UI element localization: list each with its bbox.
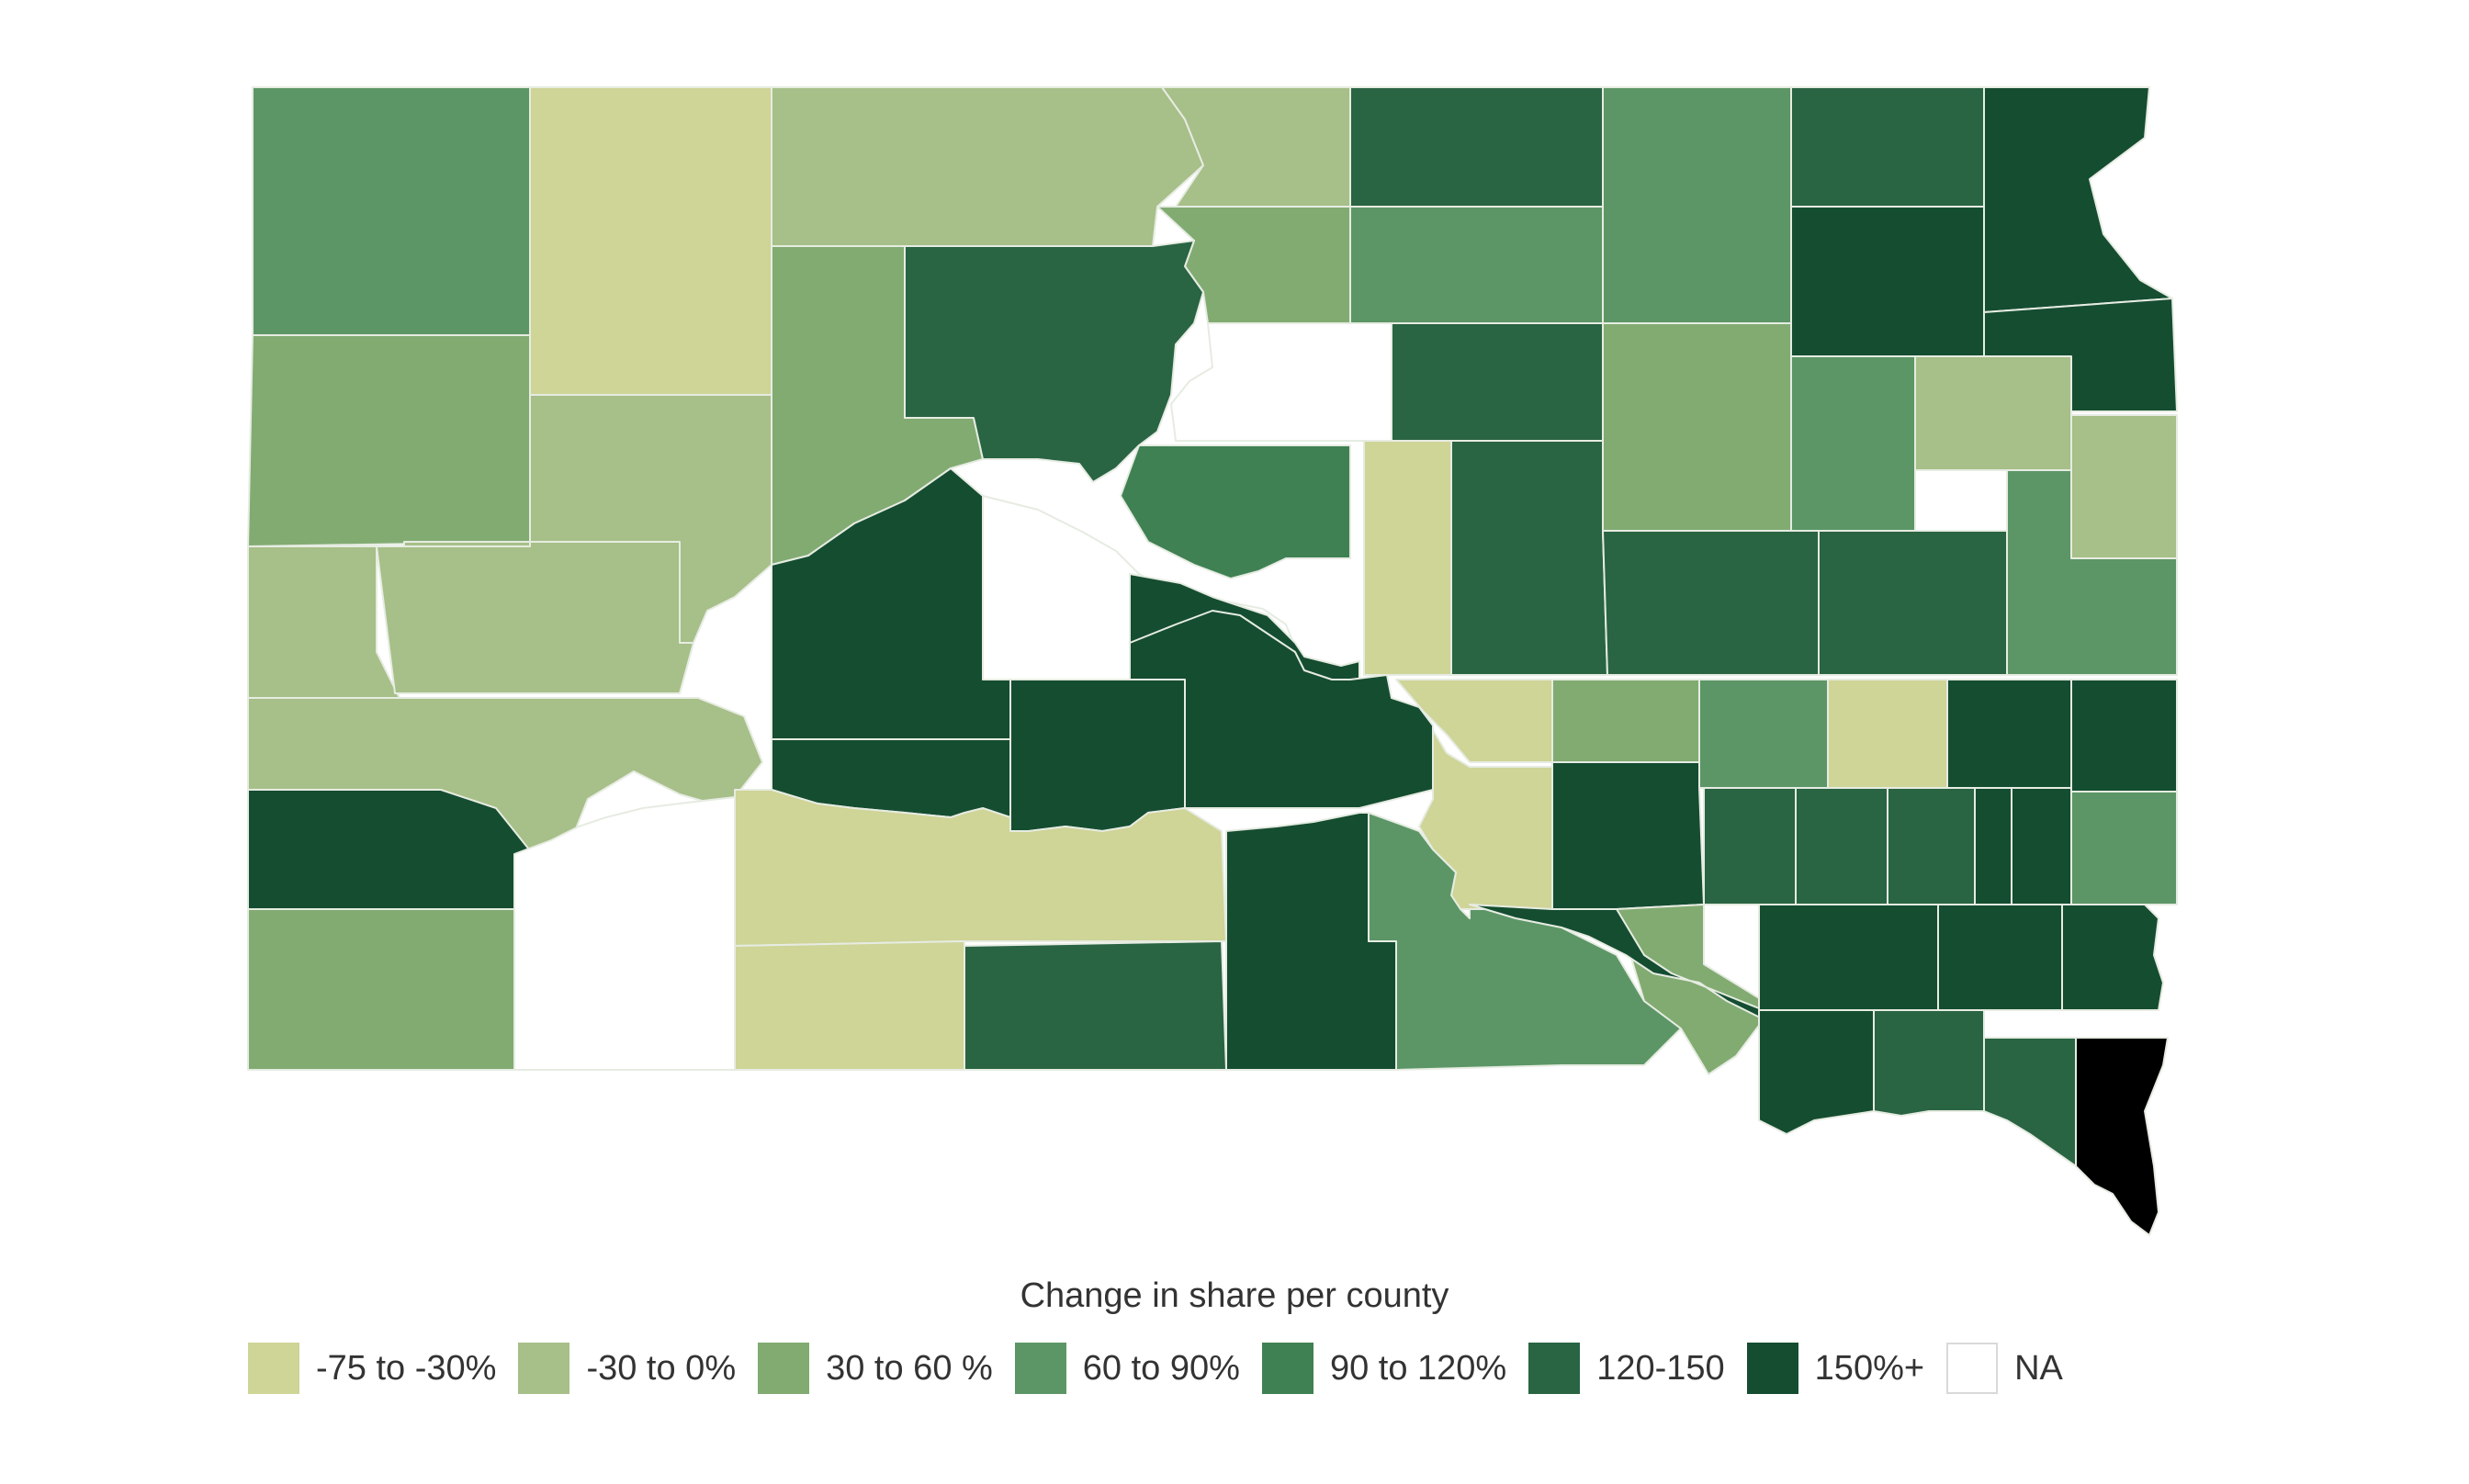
county-mccook (1887, 787, 1976, 905)
county-spink (1602, 530, 1820, 676)
county-fall-river (247, 908, 515, 1071)
county-beadle (1818, 530, 2008, 676)
legend-swatch (1261, 1343, 1313, 1394)
legend-item-60-90: 60 to 90% (1014, 1343, 1240, 1394)
legend-item-neg30-0: -30 to 0% (518, 1343, 736, 1394)
legend-title: Change in share per county (1020, 1276, 1449, 1315)
legend-item-30-60: 30 to 60 % (758, 1343, 993, 1394)
county-clark (1790, 355, 1916, 559)
county-clay (1873, 1009, 1985, 1117)
legend-item-neg75-neg30: -75 to -30% (248, 1343, 496, 1394)
legend-swatch (1014, 1343, 1066, 1394)
county-roberts (1983, 86, 2173, 313)
legend-swatch (518, 1343, 570, 1394)
county-butte (247, 334, 531, 547)
county-corson (771, 86, 1204, 247)
counties (247, 86, 2178, 1236)
county-harding (252, 86, 531, 336)
county-faulk (1602, 322, 1792, 532)
county-mellette (734, 789, 1227, 947)
county-todd (734, 940, 965, 1071)
legend-label: 90 to 120% (1329, 1348, 1507, 1388)
county-lake (1946, 679, 2072, 789)
county-potter (1391, 322, 1604, 442)
legend-label: 60 to 90% (1082, 1348, 1240, 1388)
county-hanson (1795, 787, 1888, 905)
county-aurora (1551, 761, 1705, 910)
county-jones (1009, 679, 1186, 832)
county-brown (1602, 86, 1792, 327)
county-sanborn (1698, 679, 1829, 789)
county-tripp (964, 940, 1227, 1071)
county-lincoln (1937, 904, 2063, 1011)
legend-item-90-120: 90 to 120% (1261, 1343, 1507, 1394)
legend-swatch (248, 1343, 299, 1394)
county-day (1790, 206, 1985, 357)
county-deuel (2070, 414, 2178, 559)
legend-label: 120-150 (1596, 1348, 1725, 1388)
county-codington (1914, 355, 2072, 471)
county-hamlin (2006, 469, 2178, 676)
county-perkins (529, 86, 772, 396)
legend-swatch (1946, 1343, 1999, 1394)
county-miner (1827, 679, 1948, 789)
county-hyde (1363, 440, 1452, 676)
legend-label: 150%+ (1814, 1348, 1925, 1388)
county-davison (1703, 787, 1797, 905)
legend-item-na: NA (1946, 1343, 2063, 1394)
county-union (2075, 1037, 2169, 1236)
county-minnehaha-east (2011, 787, 2072, 905)
legend-item-120-150: 120-150 (1528, 1343, 1725, 1394)
county-hand (1450, 440, 1608, 676)
county-moody (2070, 679, 2178, 793)
county-union-west (1983, 1037, 2077, 1167)
legend-item-150-plus: 150%+ (1746, 1343, 1925, 1394)
legend-swatch (1746, 1343, 1798, 1394)
county-hughes (1120, 444, 1351, 579)
county-jerauld (1551, 679, 1700, 763)
county-lincoln-east (2061, 904, 2164, 1011)
county-shannon (513, 796, 736, 1071)
legend-label: -30 to 0% (586, 1348, 737, 1388)
legend-items: -75 to -30% -30 to 0% 30 to 60 % 60 to 9… (248, 1343, 2085, 1394)
legend-label: -75 to -30% (316, 1348, 497, 1388)
county-turner-east (2070, 791, 2178, 905)
county-edmunds (1349, 206, 1604, 327)
county-lawrence (247, 545, 400, 699)
legend-label: NA (2014, 1348, 2063, 1388)
legend-swatch (1528, 1343, 1581, 1394)
legend-label: 30 to 60 % (826, 1348, 993, 1388)
county-douglas (1616, 904, 1764, 1075)
county-sully (1170, 322, 1392, 442)
county-yankton (1758, 1009, 1875, 1135)
county-turner (1758, 904, 1939, 1011)
county-mcpherson (1349, 86, 1604, 208)
county-pennington (376, 541, 694, 694)
county-marshall (1790, 86, 1985, 208)
legend-swatch (758, 1343, 810, 1394)
